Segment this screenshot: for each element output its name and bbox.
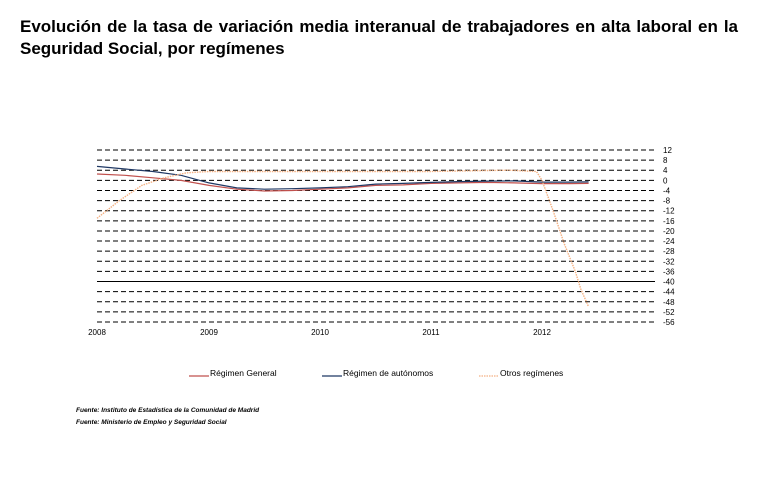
x-tick-label: 2010: [311, 328, 329, 337]
x-tick-label: 2009: [200, 328, 218, 337]
source-note-1: Fuente: Instituto de Estadística de la C…: [76, 407, 260, 414]
y-tick-label: -52: [663, 308, 675, 317]
y-tick-label: -40: [663, 278, 675, 287]
y-tick-labels: 12840-4-8-12-16-20-24-28-32-36-40-44-48-…: [663, 146, 675, 327]
legend-label-3: Otros regímenes: [500, 368, 563, 378]
series-line-2: [96, 165, 589, 190]
y-tick-label: -20: [663, 227, 675, 236]
series-lines: [96, 165, 590, 308]
y-tick-label: 0: [663, 176, 668, 185]
y-tick-label: 8: [663, 156, 668, 165]
y-tick-label: -36: [663, 267, 675, 276]
y-tick-label: -16: [663, 217, 675, 226]
source-note-2: Fuente: Ministerio de Empleo y Seguridad…: [76, 419, 227, 426]
legend-label-1: Régimen General: [210, 368, 277, 378]
y-tick-label: -28: [663, 247, 675, 256]
y-tick-label: 4: [663, 166, 668, 175]
y-tick-label: -44: [663, 288, 675, 297]
series-line-1: [96, 173, 589, 192]
y-tick-label: -48: [663, 298, 675, 307]
x-tick-labels: 2008 2009 2010 2011 2012: [88, 328, 551, 337]
grid-lines: [97, 149, 655, 323]
y-tick-label: -24: [663, 237, 675, 246]
y-tick-label: -8: [663, 197, 671, 206]
page-title: Evolución de la tasa de variación media …: [20, 17, 738, 58]
x-tick-label: 2011: [422, 328, 440, 337]
legend-label-2: Régimen de autónomos: [343, 368, 433, 378]
y-tick-label: -12: [663, 207, 675, 216]
y-tick-label: -32: [663, 257, 675, 266]
x-tick-label: 2012: [533, 328, 551, 337]
x-tick-label: 2008: [88, 328, 106, 337]
y-tick-label: -56: [663, 318, 675, 327]
legend: Régimen General Régimen de autónomos Otros…: [189, 368, 563, 378]
y-tick-label: -4: [663, 186, 671, 195]
y-tick-label: 12: [663, 146, 672, 155]
